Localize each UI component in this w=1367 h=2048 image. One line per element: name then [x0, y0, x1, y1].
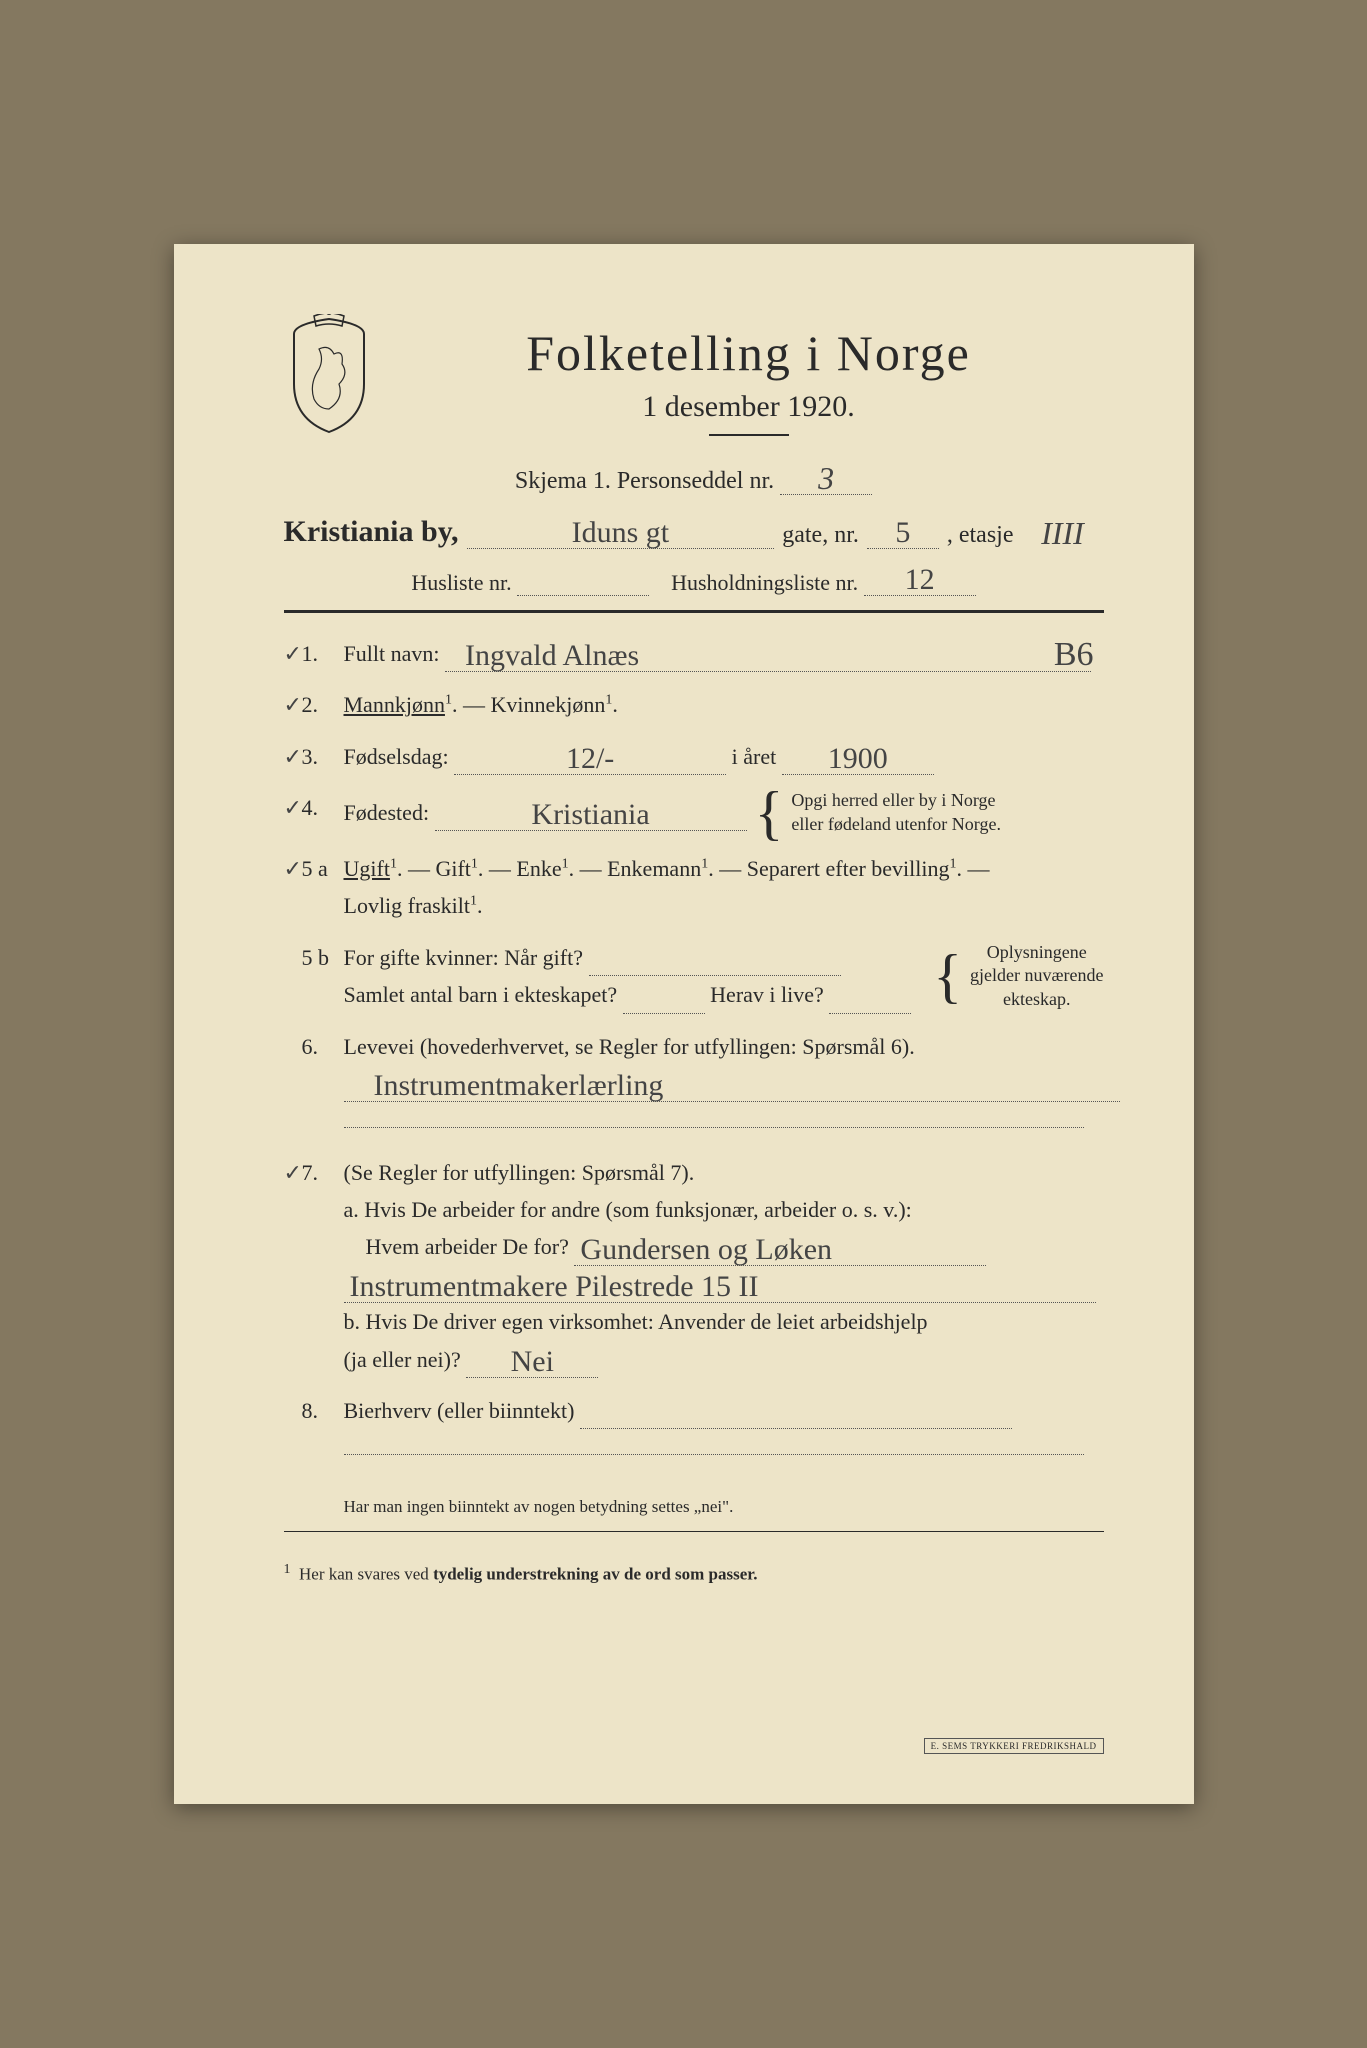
- personseddel-nr-value: 3: [780, 462, 872, 495]
- q6-blank-line: [344, 1109, 1084, 1128]
- q1-full-name: ✓1. Fullt navn: Ingvald Alnæs: [284, 635, 1104, 672]
- address-line: Kristiania by, Iduns gt gate, nr. 5 , et…: [284, 515, 1104, 549]
- q2-female: Kvinnekjønn: [490, 692, 605, 717]
- etasje-value: IIII: [1022, 517, 1104, 549]
- q7b-question: (ja eller nei)?: [344, 1347, 461, 1372]
- title-block: Folketelling i Norge 1 desember 1920.: [394, 314, 1104, 452]
- q1-value: Ingvald Alnæs: [445, 641, 1091, 672]
- check-icon: ✓: [284, 686, 302, 723]
- q5b-children-total: Samlet antal barn i ekteskapet?: [344, 982, 618, 1007]
- q5b-children-alive: Herav i live?: [710, 982, 824, 1007]
- husliste-label: Husliste nr.: [411, 570, 511, 595]
- printer-stamp: E. SEMS TRYKKERI FREDRIKSHALD: [924, 1738, 1104, 1754]
- q5a-marital: ✓5 a Ugift1. — Gift1. — Enke1. — Enkeman…: [284, 850, 1104, 925]
- q4-note: Opgi herred eller by i Norge eller fødel…: [791, 789, 1001, 836]
- hushold-value: 12: [864, 565, 976, 596]
- check-icon: ✓: [284, 789, 302, 826]
- q5a-enke: Enke: [516, 856, 561, 881]
- q8-blank-line: [344, 1436, 1084, 1455]
- q5b-when-married: For gifte kvinner: Når gift?: [344, 945, 584, 970]
- q4-value: Kristiania: [435, 800, 747, 831]
- q5a-ugift: Ugift: [344, 856, 390, 881]
- q5b-when-value: [589, 975, 841, 976]
- main-title: Folketelling i Norge: [394, 324, 1104, 382]
- check-icon: ✓: [284, 738, 302, 775]
- q7a-value1: Gundersen og Løken: [574, 1235, 986, 1266]
- q3-birthdate: ✓3. Fødselsdag: 12/- i året 1900: [284, 738, 1104, 775]
- census-form-page: Folketelling i Norge 1 desember 1920. Sk…: [174, 244, 1194, 1804]
- q7a-label: a. Hvis De arbeider for andre (som funks…: [344, 1197, 912, 1222]
- q5b-children-value: [623, 1013, 705, 1014]
- q7b-value: Nei: [466, 1347, 598, 1378]
- q5b-note: Oplysningene gjelder nuværende ekteskap.: [970, 941, 1103, 1011]
- street-value: Iduns gt: [467, 518, 775, 549]
- check-icon: ✓: [284, 635, 302, 672]
- q7a-value2: Instrumentmakere Pilestrede 15 II: [344, 1272, 1096, 1303]
- margin-note: B6: [1054, 636, 1094, 674]
- q7a-question: Hvem arbeider De for?: [366, 1234, 569, 1259]
- check-icon: ✓: [284, 1154, 302, 1191]
- thin-divider: [284, 1531, 1104, 1532]
- subtitle-date: 1 desember 1920.: [394, 390, 1104, 424]
- q4-birthplace: ✓4. Fødested: Kristiania { Opgi herred e…: [284, 789, 1104, 836]
- q3-label: Fødselsdag:: [344, 744, 449, 769]
- gate-label: gate, nr.: [782, 522, 859, 549]
- list-numbers-line: Husliste nr. Husholdningsliste nr. 12: [284, 565, 1104, 596]
- footnote: 1 Her kan svares ved tydelig understrekn…: [284, 1562, 1104, 1585]
- coat-of-arms-icon: [284, 314, 374, 434]
- q2-sex: ✓2. Mannkjønn1. — Kvinnekjønn1.: [284, 686, 1104, 723]
- hushold-label: Husholdningsliste nr.: [671, 570, 858, 595]
- q8-value: [580, 1428, 1012, 1429]
- q7-intro: (Se Regler for utfyllingen: Spørsmål 7).: [344, 1160, 695, 1185]
- city-label: Kristiania by,: [284, 515, 459, 549]
- header: Folketelling i Norge 1 desember 1920.: [284, 314, 1104, 452]
- q5a-fraskilt: Lovlig fraskilt: [344, 893, 470, 918]
- check-icon: ✓: [284, 850, 302, 887]
- q7b-label: b. Hvis De driver egen virksomhet: Anven…: [344, 1309, 928, 1334]
- q3-day-value: 12/-: [454, 744, 726, 775]
- q3-mid: i året: [732, 744, 777, 769]
- q7-employer: ✓7. (Se Regler for utfyllingen: Spørsmål…: [284, 1154, 1104, 1378]
- skjema-line: Skjema 1. Personseddel nr. 3: [284, 462, 1104, 495]
- q8-label: Bierhverv (eller biinntekt): [344, 1398, 575, 1423]
- husliste-value: [517, 595, 649, 596]
- q5b-married-women: 5 b For gifte kvinner: Når gift? Samlet …: [284, 939, 1104, 1014]
- gate-nr-value: 5: [867, 518, 939, 549]
- q6-label: Levevei (hovederhvervet, se Regler for u…: [344, 1034, 915, 1059]
- q6-value: Instrumentmakerlærling: [344, 1071, 1120, 1102]
- skjema-label: Skjema 1. Personseddel nr.: [515, 468, 774, 494]
- q8-secondary-occupation: 8. Bierhverv (eller biinntekt): [284, 1392, 1104, 1467]
- q5b-alive-value: [829, 1013, 911, 1014]
- q5a-separert: Separert efter bevilling: [747, 856, 950, 881]
- thick-divider: [284, 610, 1104, 613]
- brace-icon: {: [755, 798, 784, 828]
- q4-label: Fødested:: [344, 800, 430, 825]
- q5a-gift: Gift: [435, 856, 470, 881]
- q2-male: Mannkjønn: [344, 692, 445, 717]
- brace-icon: {: [933, 961, 962, 991]
- divider: [709, 434, 789, 436]
- footer-instruction: Har man ingen biinntekt av nogen betydni…: [344, 1497, 1104, 1517]
- q1-label: Fullt navn:: [344, 641, 440, 666]
- q5a-enkemann: Enkemann: [607, 856, 701, 881]
- q6-occupation: 6. Levevei (hovederhvervet, se Regler fo…: [284, 1028, 1104, 1140]
- etasje-label: , etasje: [947, 522, 1014, 549]
- q3-year-value: 1900: [782, 744, 934, 775]
